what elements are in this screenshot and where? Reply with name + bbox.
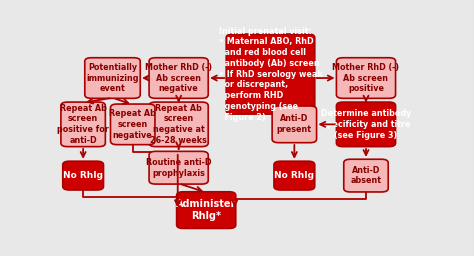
Text: Repeat Ab
screen
negative: Repeat Ab screen negative xyxy=(109,109,156,140)
Text: Anti-D
absent: Anti-D absent xyxy=(350,166,382,186)
FancyBboxPatch shape xyxy=(226,34,315,114)
FancyBboxPatch shape xyxy=(149,102,208,147)
FancyBboxPatch shape xyxy=(61,102,105,147)
FancyBboxPatch shape xyxy=(274,161,315,190)
FancyBboxPatch shape xyxy=(344,159,388,192)
Text: No RhIg: No RhIg xyxy=(274,171,314,180)
FancyBboxPatch shape xyxy=(85,58,140,98)
Text: Mother RhD (-)
Ab screen
negative: Mother RhD (-) Ab screen negative xyxy=(145,63,212,93)
FancyBboxPatch shape xyxy=(272,106,317,143)
Text: Potentially
immunizing
event: Potentially immunizing event xyxy=(86,63,139,93)
Text: No RhIg: No RhIg xyxy=(63,171,103,180)
Text: Anti-D
present: Anti-D present xyxy=(277,114,312,134)
Text: Repeat Ab
screen
positive for
anti-D: Repeat Ab screen positive for anti-D xyxy=(57,104,109,145)
Text: Administer
RhIg*: Administer RhIg* xyxy=(176,199,237,221)
Text: Initial prenatal visit:
• Maternal ABO, RhD
  and red blood cell
  antibody (Ab): Initial prenatal visit: • Maternal ABO, … xyxy=(219,27,322,122)
FancyBboxPatch shape xyxy=(337,58,396,98)
FancyBboxPatch shape xyxy=(149,151,208,184)
FancyBboxPatch shape xyxy=(177,192,236,228)
Text: Routine anti-D
prophylaxis: Routine anti-D prophylaxis xyxy=(146,158,211,178)
FancyBboxPatch shape xyxy=(149,58,208,98)
Text: Determine antibody
specificity and titre
(see Figure 3): Determine antibody specificity and titre… xyxy=(321,109,411,140)
FancyBboxPatch shape xyxy=(63,161,103,190)
Text: Repeat Ab
screen
negative at
26-28 weeks: Repeat Ab screen negative at 26-28 weeks xyxy=(150,104,207,145)
FancyBboxPatch shape xyxy=(337,102,396,147)
FancyBboxPatch shape xyxy=(110,104,155,145)
Text: Mother RhD (-)
Ab screen
positive: Mother RhD (-) Ab screen positive xyxy=(332,63,400,93)
